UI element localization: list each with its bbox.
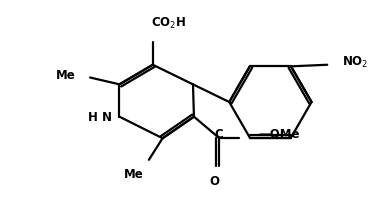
Text: NO$_2$: NO$_2$ (342, 55, 368, 70)
Text: Me: Me (56, 69, 75, 82)
Text: H N: H N (88, 111, 112, 124)
Text: C: C (214, 127, 223, 140)
Text: Me: Me (124, 167, 144, 180)
Text: —OMe: —OMe (259, 127, 300, 140)
Text: O: O (210, 174, 219, 187)
Text: CO$_2$H: CO$_2$H (151, 16, 186, 31)
